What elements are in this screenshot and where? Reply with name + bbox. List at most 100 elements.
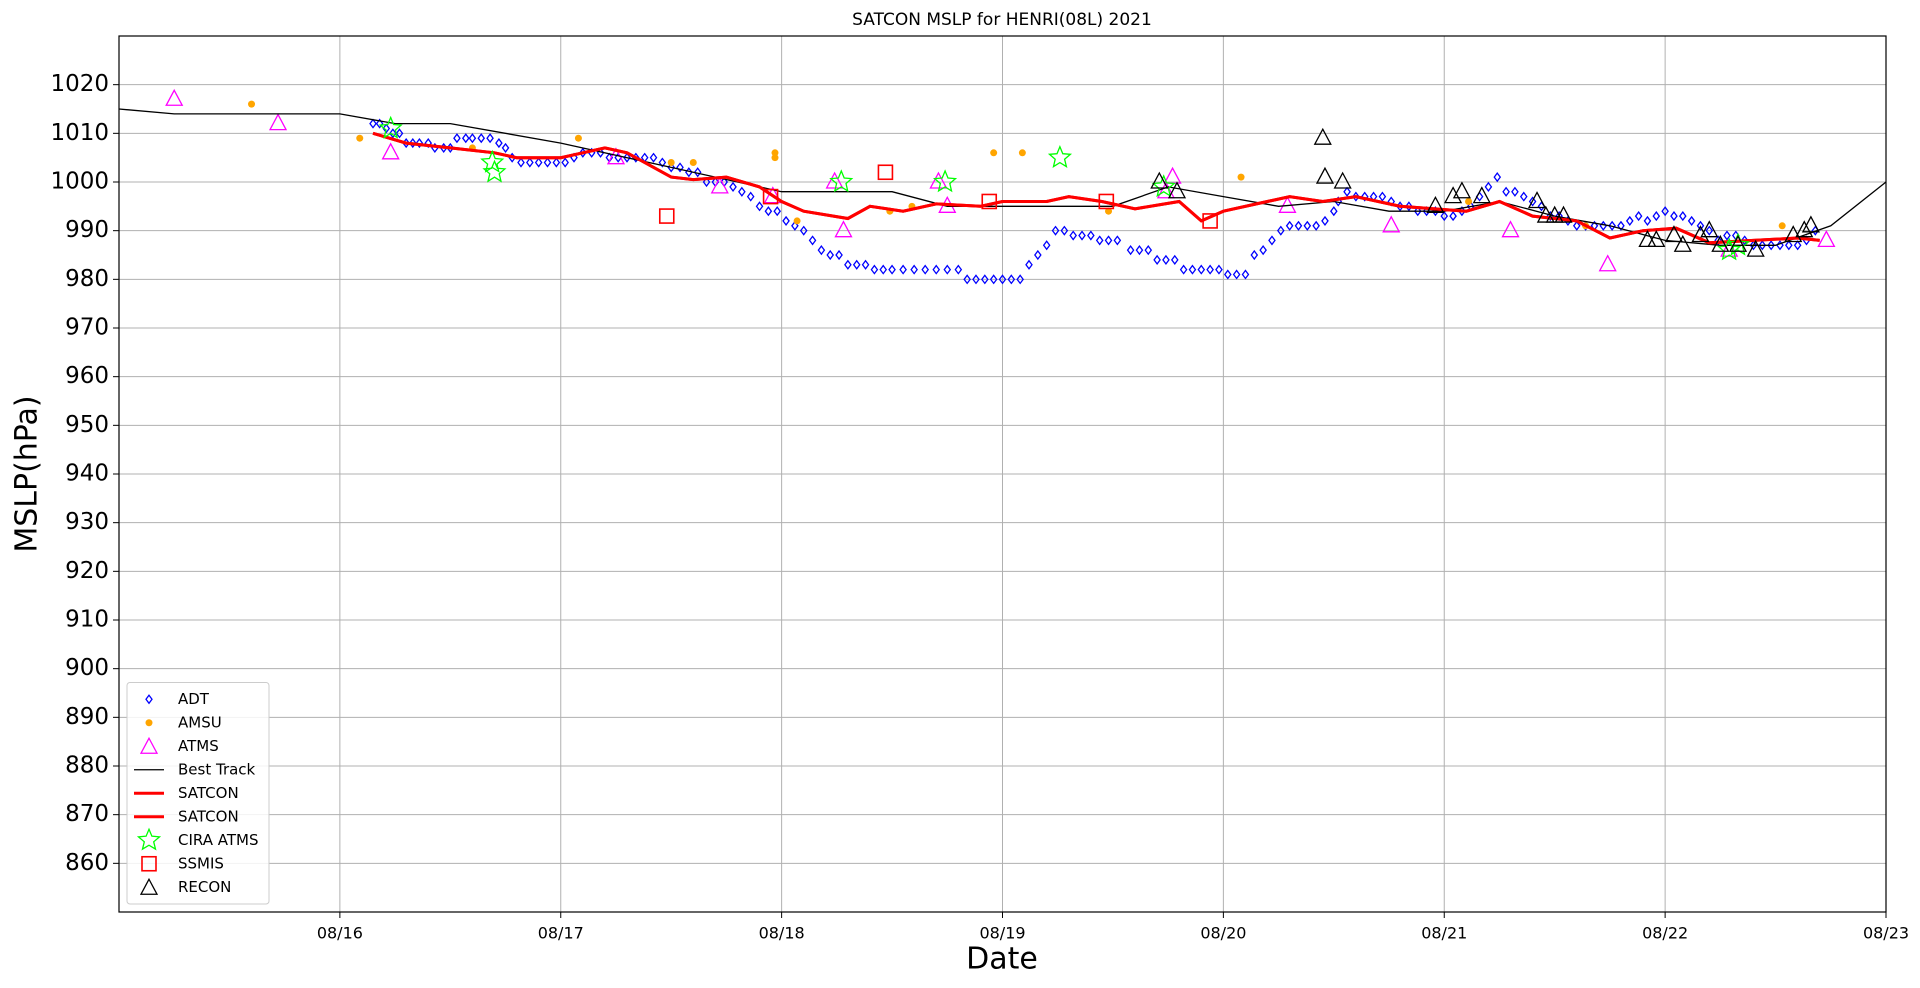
data-point — [1162, 254, 1170, 265]
x-tick-label: 08/22 — [1642, 924, 1688, 943]
data-point — [1126, 245, 1135, 256]
data-point — [1643, 215, 1652, 227]
data-point — [1554, 205, 1573, 223]
data-point — [808, 235, 817, 246]
data-point — [929, 171, 948, 189]
data-point — [667, 159, 675, 167]
data-point — [667, 162, 676, 173]
y-tick-label: 920 — [65, 558, 109, 584]
data-point — [381, 142, 400, 160]
data-point — [534, 157, 543, 168]
data-point — [1170, 254, 1179, 265]
data-point — [369, 118, 377, 129]
data-point — [1746, 239, 1765, 257]
data-point — [1179, 264, 1188, 275]
data-point — [1276, 225, 1285, 236]
data-point — [1661, 206, 1669, 217]
data-point — [1691, 225, 1710, 243]
data-point — [1725, 232, 1751, 256]
data-point — [1188, 264, 1197, 275]
data-point — [825, 171, 844, 189]
data-point — [1047, 145, 1073, 168]
data-point — [773, 206, 782, 217]
data-point — [1449, 210, 1457, 222]
data-point — [1652, 210, 1661, 222]
data-point — [835, 249, 843, 261]
legend-swatch — [139, 877, 159, 895]
data-point — [1268, 235, 1276, 246]
data-point — [943, 264, 952, 275]
data-point — [1527, 191, 1547, 209]
data-point — [1313, 127, 1332, 145]
chart-title: SATCON MSLP for HENRI(08L) 2021 — [852, 10, 1152, 30]
data-point — [1749, 240, 1758, 251]
data-point — [649, 152, 658, 163]
data-point — [1360, 191, 1369, 202]
data-point — [382, 123, 391, 134]
data-point — [870, 264, 879, 275]
data-point — [1285, 220, 1294, 231]
data-point — [963, 274, 971, 285]
data-point — [623, 152, 631, 163]
data-point — [1352, 191, 1360, 202]
data-point — [1151, 174, 1176, 198]
data-point — [1303, 220, 1312, 231]
legend-label: ATMS — [178, 737, 219, 755]
plot-frame — [118, 35, 1887, 913]
data-point — [1105, 207, 1113, 215]
data-point — [248, 100, 256, 108]
data-point — [1382, 215, 1401, 233]
data-point — [468, 133, 477, 144]
data-point — [501, 142, 510, 154]
data-point — [829, 169, 854, 193]
data-point — [461, 133, 470, 144]
data-point — [1104, 235, 1113, 246]
y-tick-label: 910 — [65, 607, 109, 633]
data-point — [1519, 191, 1528, 202]
data-point — [477, 133, 486, 144]
data-point — [1572, 220, 1581, 231]
data-point — [702, 176, 711, 188]
data-point — [1687, 215, 1696, 227]
data-point — [1250, 249, 1259, 261]
data-point — [1714, 235, 1722, 246]
data-point — [877, 164, 894, 181]
y-tick-label: 990 — [65, 217, 109, 243]
data-point — [998, 274, 1007, 285]
data-point — [1241, 269, 1250, 280]
data-point — [1767, 240, 1775, 251]
data-point — [710, 176, 729, 194]
data-point — [543, 157, 552, 168]
data-point — [1705, 225, 1714, 236]
data-point — [1156, 181, 1176, 199]
data-point — [990, 149, 998, 157]
data-point — [1333, 171, 1352, 189]
data-point — [486, 133, 494, 144]
x-tick-label: 08/19 — [979, 924, 1025, 943]
data-point — [658, 157, 667, 168]
data-point — [989, 274, 998, 285]
data-point — [1465, 197, 1473, 205]
data-point — [165, 88, 184, 106]
data-point — [375, 118, 384, 129]
x-tick-label: 08/20 — [1200, 924, 1246, 943]
data-point — [1329, 206, 1338, 217]
y-tick-label: 950 — [65, 412, 109, 438]
data-point — [1163, 166, 1182, 184]
data-point — [1223, 269, 1232, 280]
data-point — [1728, 234, 1748, 252]
series-line — [372, 131, 1820, 245]
data-point — [1528, 196, 1537, 207]
data-point — [1237, 173, 1245, 181]
x-tick-label: 08/23 — [1863, 924, 1909, 943]
data-point — [658, 208, 675, 224]
data-point — [799, 225, 808, 236]
data-point — [826, 249, 835, 261]
data-point — [1634, 210, 1643, 222]
data-point — [899, 264, 907, 275]
data-point — [921, 264, 930, 275]
data-point — [852, 259, 861, 270]
data-point — [1315, 166, 1335, 184]
data-point — [954, 264, 963, 275]
